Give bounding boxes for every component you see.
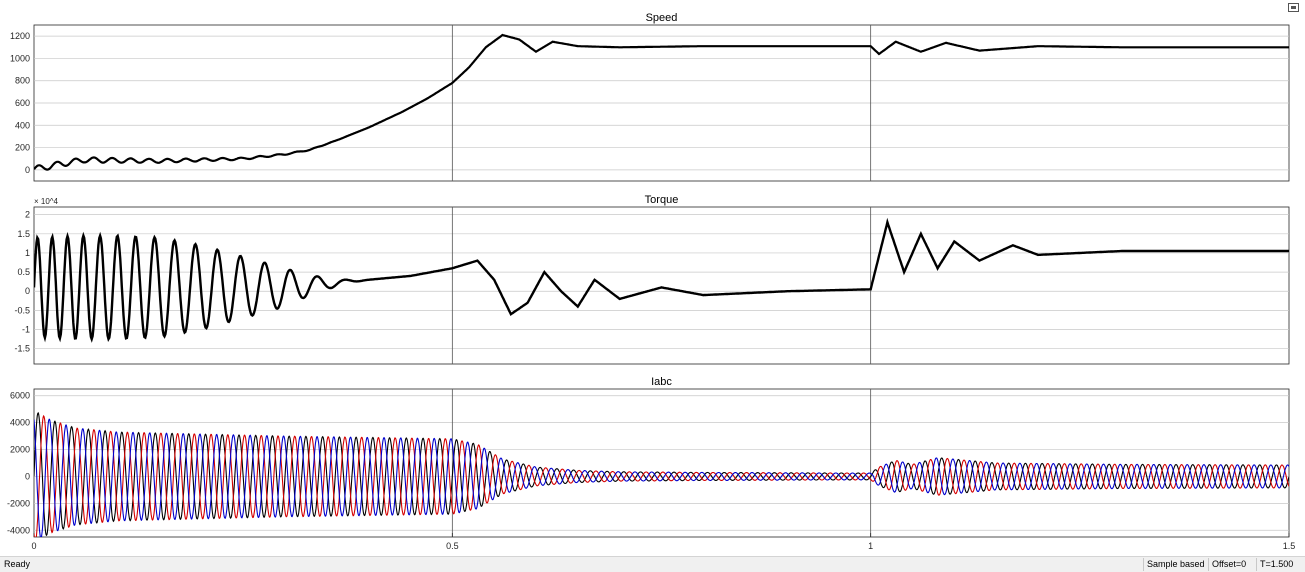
- undock-icon[interactable]: [1288, 3, 1299, 12]
- y-tick-label: 4000: [10, 418, 30, 428]
- y-tick-label: 0: [25, 165, 30, 175]
- series-line-speed: [34, 33, 1289, 171]
- y-tick-label: -2000: [7, 498, 30, 508]
- y-tick-label: -4000: [7, 525, 30, 535]
- plot-axes-frame: [33, 388, 1290, 538]
- plot-series-group: [34, 33, 1289, 171]
- series-line-phase-2: [34, 414, 1289, 537]
- plot-panel-torque: -1.5 -1 -0.5 0 0.5 1 1.5 2 Torque × 10^4: [14, 194, 1290, 365]
- y-tick-label: 600: [15, 98, 30, 108]
- y-tick-label: 2: [25, 210, 30, 220]
- series-line-torque: [34, 217, 1289, 343]
- y-tick-label: -1.5: [14, 344, 30, 354]
- y-tick-label: 0: [25, 286, 30, 296]
- y-exponent-label: × 10^4: [34, 197, 59, 206]
- y-tick-label: 2000: [10, 445, 30, 455]
- y-tick-label: 1200: [10, 31, 30, 41]
- x-tick-label: 0: [31, 541, 36, 551]
- x-tick-label: 1.5: [1283, 541, 1296, 551]
- y-tick-label: -0.5: [14, 305, 30, 315]
- status-bar: Ready Sample based Offset=0 T=1.500: [0, 556, 1305, 572]
- y-tick-label: 6000: [10, 391, 30, 401]
- series-line-phase-3: [34, 418, 1289, 537]
- status-offset: Offset=0: [1208, 558, 1249, 571]
- plot-series-group: [34, 217, 1289, 343]
- y-tick-label: 0.5: [17, 267, 30, 277]
- x-tick-label: 0.5: [446, 541, 459, 551]
- y-tick-label: 0: [25, 471, 30, 481]
- status-time: T=1.500: [1256, 558, 1296, 571]
- plot-title: Torque: [645, 194, 679, 206]
- series-line-phase-1: [34, 411, 1289, 537]
- plot-title: Iabc: [651, 376, 672, 388]
- y-tick-label: -1: [22, 325, 30, 335]
- y-tick-label: 1000: [10, 53, 30, 63]
- y-tick-label: 1: [25, 248, 30, 258]
- y-tick-label: 200: [15, 143, 30, 153]
- y-tick-label: 1.5: [17, 229, 30, 239]
- status-sample-mode: Sample based: [1143, 558, 1208, 571]
- plot-title: Speed: [646, 12, 678, 24]
- status-ready-text: Ready: [4, 559, 31, 569]
- scope-window: 0 200 400 600 800 1000 1200 Speed -1.5 -1 -0.5 0 0.5…: [6, 3, 1299, 551]
- y-tick-label: 800: [15, 76, 30, 86]
- plot-panel-iabc: -4000 -2000 0 2000 4000 6000 Iabc 0 0.5 1 1.5: [7, 376, 1295, 551]
- plots-canvas: 020040060080010001200Speed-1.5-1-0.500.5…: [7, 12, 1295, 551]
- plot-series-group: [34, 411, 1289, 537]
- y-tick-label: 400: [15, 120, 30, 130]
- x-tick-label: 1: [868, 541, 873, 551]
- plot-panel-speed: 0 200 400 600 800 1000 1200 Speed: [10, 12, 1290, 182]
